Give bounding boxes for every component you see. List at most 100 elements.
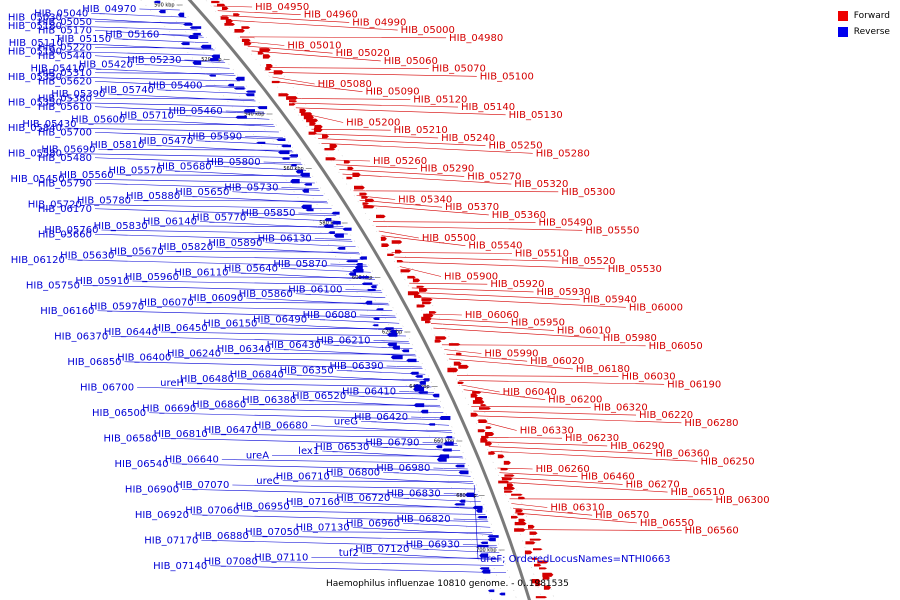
- reverse-gene-feature[interactable]: [305, 208, 314, 212]
- reverse-gene-feature[interactable]: [481, 569, 491, 574]
- reverse-gene-label[interactable]: HIB_05860: [239, 289, 293, 300]
- forward-gene-label[interactable]: HIB_05140: [461, 102, 515, 113]
- reverse-gene-feature[interactable]: [413, 403, 425, 408]
- reverse-gene-feature[interactable]: [235, 115, 247, 119]
- forward-gene-feature[interactable]: [485, 441, 492, 446]
- reverse-gene-label[interactable]: HIB_05850: [241, 208, 295, 219]
- forward-gene-feature[interactable]: [346, 176, 353, 180]
- reverse-gene-feature[interactable]: [455, 464, 465, 468]
- reverse-gene-feature[interactable]: [188, 35, 199, 39]
- reverse-gene-feature[interactable]: [208, 74, 216, 77]
- reverse-gene-feature[interactable]: [324, 218, 332, 222]
- forward-gene-feature[interactable]: [391, 240, 403, 244]
- reverse-gene-label[interactable]: HIB_05610: [38, 102, 92, 113]
- reverse-gene-label[interactable]: HIB_05800: [207, 157, 261, 168]
- reverse-gene-label[interactable]: HIB_06500: [92, 408, 146, 419]
- forward-gene-label[interactable]: HIB_06020: [530, 356, 584, 367]
- reverse-gene-label[interactable]: HIB_07170: [144, 535, 198, 546]
- reverse-gene-label[interactable]: HIB_06090: [189, 293, 243, 304]
- reverse-gene-label[interactable]: HIB_05750: [26, 280, 80, 291]
- forward-gene-feature[interactable]: [273, 70, 284, 75]
- reverse-gene-label[interactable]: HIB_05670: [110, 246, 164, 257]
- forward-gene-feature[interactable]: [504, 474, 515, 477]
- reverse-gene-feature[interactable]: [200, 44, 212, 49]
- forward-gene-feature[interactable]: [244, 41, 252, 46]
- forward-gene-feature[interactable]: [354, 185, 365, 190]
- reverse-gene-label[interactable]: HIB_06210: [316, 336, 370, 347]
- forward-gene-feature[interactable]: [518, 496, 526, 500]
- forward-gene-feature[interactable]: [412, 278, 421, 283]
- forward-gene-label[interactable]: HIB_05360: [492, 210, 546, 221]
- forward-gene-feature[interactable]: [479, 407, 491, 410]
- reverse-gene-feature[interactable]: [300, 172, 310, 177]
- reverse-gene-feature[interactable]: [435, 445, 443, 449]
- reverse-gene-feature[interactable]: [454, 503, 465, 506]
- reverse-gene-label[interactable]: HIB_06860: [192, 399, 246, 410]
- reverse-gene-label[interactable]: HIB_05790: [38, 178, 92, 189]
- forward-gene-feature[interactable]: [500, 468, 509, 471]
- reverse-gene-feature[interactable]: [233, 87, 245, 90]
- reverse-gene-feature[interactable]: [256, 141, 266, 144]
- forward-gene-feature[interactable]: [414, 294, 422, 298]
- reverse-gene-feature[interactable]: [479, 567, 490, 570]
- forward-gene-label[interactable]: HIB_05280: [536, 148, 590, 159]
- reverse-gene-label[interactable]: HIB_05870: [273, 259, 327, 270]
- reverse-gene-feature[interactable]: [459, 499, 466, 503]
- forward-gene-feature[interactable]: [309, 121, 316, 126]
- forward-gene-feature[interactable]: [407, 275, 416, 279]
- forward-gene-label[interactable]: HIB_05490: [539, 218, 593, 229]
- reverse-gene-feature[interactable]: [331, 221, 341, 225]
- reverse-gene-feature[interactable]: [359, 256, 367, 260]
- forward-gene-label[interactable]: HIB_06330: [520, 426, 574, 437]
- forward-gene-feature[interactable]: [314, 124, 323, 129]
- forward-gene-label[interactable]: HIB_05940: [583, 295, 637, 306]
- forward-gene-label[interactable]: HIB_05980: [603, 333, 657, 344]
- forward-gene-label[interactable]: HIB_06290: [610, 441, 664, 452]
- reverse-gene-label[interactable]: HIB_05630: [60, 251, 114, 262]
- forward-gene-label[interactable]: HIB_06050: [649, 341, 703, 352]
- reverse-gene-feature[interactable]: [480, 541, 488, 544]
- forward-gene-feature[interactable]: [381, 243, 390, 247]
- reverse-gene-label[interactable]: HIB_05690: [41, 144, 95, 155]
- forward-gene-feature[interactable]: [363, 205, 375, 209]
- forward-gene-feature[interactable]: [477, 429, 486, 433]
- reverse-gene-feature[interactable]: [257, 106, 268, 110]
- reverse-gene-feature[interactable]: [375, 308, 384, 311]
- forward-gene-feature[interactable]: [531, 557, 539, 560]
- reverse-gene-label[interactable]: HIB_07070: [175, 480, 229, 491]
- reverse-gene-feature[interactable]: [281, 144, 291, 148]
- forward-gene-feature[interactable]: [514, 522, 527, 526]
- forward-gene-feature[interactable]: [300, 112, 313, 116]
- reverse-gene-feature[interactable]: [413, 387, 425, 392]
- forward-gene-feature[interactable]: [498, 480, 510, 484]
- forward-gene-feature[interactable]: [262, 54, 271, 59]
- forward-gene-label[interactable]: HIB_04950: [255, 2, 309, 13]
- reverse-gene-label[interactable]: HIB_06160: [40, 306, 94, 317]
- reverse-gene-feature[interactable]: [499, 592, 506, 596]
- forward-gene-feature[interactable]: [303, 115, 314, 120]
- reverse-gene-feature[interactable]: [422, 378, 430, 381]
- reverse-gene-label[interactable]: HIB_06490: [253, 314, 307, 325]
- reverse-gene-label[interactable]: HIB_05350: [8, 98, 62, 109]
- reverse-gene-label[interactable]: HIB_05680: [158, 161, 212, 172]
- reverse-gene-label[interactable]: HIB_05890: [208, 238, 262, 249]
- reverse-gene-label[interactable]: ureH: [160, 378, 184, 389]
- reverse-gene-feature[interactable]: [387, 332, 398, 337]
- forward-gene-feature[interactable]: [396, 260, 404, 263]
- forward-gene-feature[interactable]: [234, 29, 245, 33]
- reverse-gene-feature[interactable]: [180, 42, 190, 46]
- forward-gene-feature[interactable]: [395, 249, 402, 254]
- reverse-gene-feature[interactable]: [372, 317, 380, 320]
- forward-gene-label[interactable]: HIB_06200: [548, 395, 602, 406]
- forward-gene-feature[interactable]: [448, 343, 461, 346]
- forward-gene-label[interactable]: HIB_05020: [336, 48, 390, 59]
- reverse-gene-label[interactable]: HIB_05600: [71, 115, 125, 126]
- reverse-gene-label[interactable]: HIB_05710: [120, 110, 174, 121]
- reverse-gene-feature[interactable]: [333, 233, 344, 238]
- reverse-gene-label[interactable]: HIB_06840: [230, 370, 284, 381]
- forward-gene-label[interactable]: HIB_06260: [536, 464, 590, 475]
- reverse-gene-feature[interactable]: [295, 169, 304, 174]
- forward-gene-feature[interactable]: [529, 531, 538, 535]
- reverse-gene-feature[interactable]: [445, 436, 453, 439]
- reverse-gene-label[interactable]: HIB_05720: [28, 200, 82, 211]
